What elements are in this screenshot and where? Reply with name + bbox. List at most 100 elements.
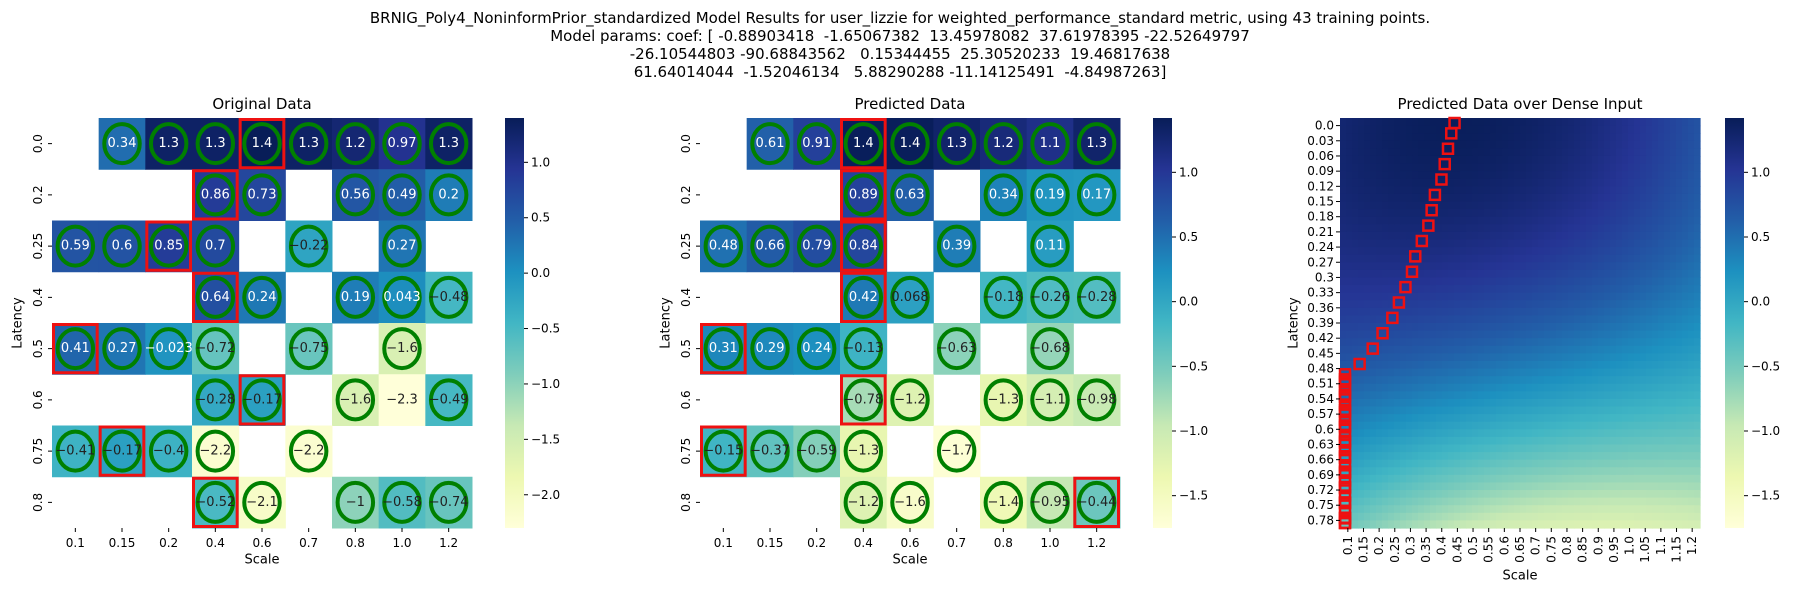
dense-cell	[1658, 330, 1665, 339]
dense-cell	[1574, 391, 1581, 400]
dense-cell	[1526, 300, 1533, 309]
x-tick-label: 0.2	[1372, 536, 1386, 555]
dense-cell	[1694, 178, 1701, 187]
dense-cell	[1484, 125, 1491, 134]
dense-cell	[1430, 338, 1437, 347]
dense-cell	[1496, 140, 1503, 149]
cell-value-label: −0.52	[195, 495, 235, 510]
dense-cell	[1586, 171, 1593, 180]
dense-cell	[1658, 148, 1665, 157]
dense-cell	[1520, 231, 1527, 241]
dense-cell	[1538, 520, 1545, 529]
dense-cell	[1484, 330, 1491, 339]
dense-cell	[1610, 368, 1617, 377]
y-tick-label: 0.5	[679, 339, 693, 358]
y-axis-label: Latency	[659, 297, 674, 349]
dense-cell	[1598, 368, 1605, 377]
dense-cell	[1514, 497, 1521, 506]
dense-cell	[1640, 247, 1647, 256]
y-tick-label: 0.33	[1307, 286, 1334, 300]
dense-cell	[1340, 300, 1347, 309]
dense-cell	[1496, 118, 1503, 127]
dense-cell	[1646, 421, 1653, 430]
colorbar-tick-label: 0.5	[531, 211, 550, 225]
dense-cell	[1406, 497, 1413, 506]
dense-cell	[1610, 201, 1617, 210]
dense-cell	[1490, 490, 1497, 499]
dense-cell	[1382, 353, 1389, 362]
dense-cell	[1472, 459, 1479, 468]
dense-cell	[1406, 231, 1413, 241]
dense-cell	[1454, 497, 1461, 506]
dense-cell	[1358, 163, 1365, 172]
dense-cell	[1640, 368, 1647, 377]
dense-cell	[1496, 193, 1503, 203]
dense-cell	[1646, 148, 1653, 157]
dense-cell	[1400, 148, 1407, 157]
dense-cell	[1382, 186, 1389, 195]
dense-cell	[1370, 201, 1377, 210]
dense-cell	[1508, 231, 1515, 241]
dense-cell	[1670, 459, 1677, 468]
dense-cell	[1670, 512, 1677, 522]
dense-cell	[1688, 315, 1695, 324]
dense-cell	[1394, 201, 1401, 210]
row-max-box	[192, 476, 239, 528]
dense-cell	[1484, 231, 1491, 241]
dense-cell	[1676, 300, 1683, 309]
cell-value-label: −0.63	[937, 341, 977, 356]
dense-cell	[1604, 307, 1611, 317]
dense-cell	[1676, 239, 1683, 248]
dense-cell	[1556, 391, 1563, 400]
dense-cell	[1466, 429, 1473, 438]
training-point-ring	[382, 275, 422, 319]
dense-cell	[1352, 118, 1359, 127]
dense-cell	[1406, 338, 1413, 347]
dense-cell	[1640, 353, 1647, 362]
colorbar-bar	[1725, 118, 1744, 528]
dense-cell	[1694, 216, 1701, 225]
dense-cell	[1694, 505, 1701, 514]
x-tick-label: 0.25	[1388, 536, 1402, 563]
dense-cell	[1490, 482, 1497, 491]
dense-cell	[1436, 474, 1443, 484]
dense-cell	[1478, 269, 1485, 279]
dense-cell	[1610, 497, 1617, 506]
dense-cell	[1640, 133, 1647, 142]
dense-cell	[1634, 292, 1641, 301]
dense-cell	[1448, 391, 1455, 400]
dense-cell	[1460, 452, 1467, 461]
dense-cell	[1562, 353, 1569, 362]
cell-value-label: −0.26	[1030, 290, 1070, 305]
dense-cell	[1550, 277, 1557, 286]
dense-cell	[1472, 262, 1479, 271]
dense-cell	[1502, 178, 1509, 187]
training-point-ring	[843, 173, 884, 217]
dense-cell	[1376, 368, 1383, 377]
dense-cell	[1484, 368, 1491, 377]
dense-cell	[1400, 224, 1407, 233]
dense-cell	[1610, 155, 1617, 165]
dense-cell	[1370, 178, 1377, 187]
dense-cell	[1436, 452, 1443, 461]
dense-cell	[1670, 360, 1677, 370]
dense-cell	[1394, 482, 1401, 491]
dense-cell	[1688, 345, 1695, 354]
dense-cell	[1568, 383, 1575, 392]
dense-cell	[1580, 186, 1587, 195]
training-point-ring	[242, 275, 282, 319]
dense-cell	[1586, 338, 1593, 347]
dense-cell	[1400, 133, 1407, 142]
dense-cell	[1658, 398, 1665, 408]
dense-cell	[1364, 330, 1371, 339]
dense-cell	[1346, 254, 1353, 263]
dense-cell	[1400, 323, 1407, 332]
dense-cell	[1568, 209, 1575, 218]
dense-cell	[1400, 140, 1407, 149]
x-tick-label: 1.1	[1654, 536, 1668, 555]
dense-cell	[1532, 353, 1539, 362]
dense-cell	[1406, 429, 1413, 438]
dense-cell	[1550, 360, 1557, 370]
cell-value-label: 0.34	[989, 187, 1018, 202]
dense-cell	[1556, 360, 1563, 370]
